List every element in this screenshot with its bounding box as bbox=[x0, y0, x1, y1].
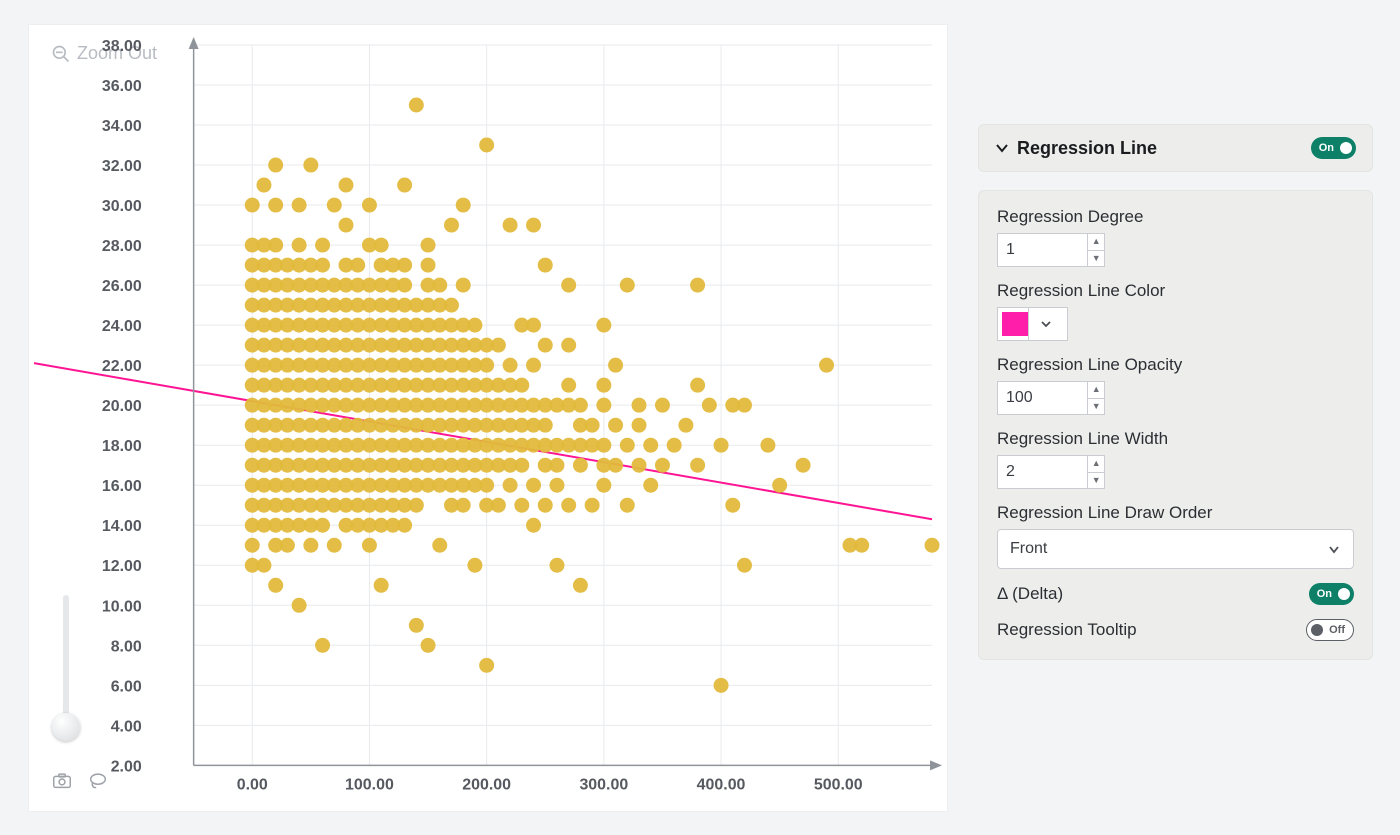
label-color: Regression Line Color bbox=[997, 281, 1354, 301]
svg-text:38.00: 38.00 bbox=[102, 38, 142, 55]
settings-panel: Regression Line On Regression Degree ▲▼ … bbox=[978, 124, 1373, 811]
svg-text:22.00: 22.00 bbox=[102, 358, 142, 375]
field-width: Regression Line Width ▲▼ bbox=[997, 429, 1354, 489]
degree-spinner[interactable]: ▲▼ bbox=[1087, 234, 1104, 266]
label-delta: Δ (Delta) bbox=[997, 584, 1063, 604]
section-body: Regression Degree ▲▼ Regression Line Col… bbox=[978, 190, 1373, 660]
opacity-input[interactable]: ▲▼ bbox=[997, 381, 1105, 415]
svg-text:26.00: 26.00 bbox=[102, 278, 142, 295]
label-degree: Regression Degree bbox=[997, 207, 1354, 227]
regression-master-toggle[interactable]: On bbox=[1311, 137, 1356, 159]
svg-text:34.00: 34.00 bbox=[102, 118, 142, 135]
svg-text:20.00: 20.00 bbox=[102, 398, 142, 415]
zoom-slider[interactable] bbox=[59, 595, 73, 750]
field-delta: Δ (Delta) On bbox=[997, 583, 1354, 605]
label-opacity: Regression Line Opacity bbox=[997, 355, 1354, 375]
slider-track bbox=[63, 595, 69, 725]
width-input[interactable]: ▲▼ bbox=[997, 455, 1105, 489]
svg-text:6.00: 6.00 bbox=[111, 678, 142, 695]
opacity-input-field[interactable] bbox=[998, 382, 1087, 414]
width-spinner[interactable]: ▲▼ bbox=[1087, 456, 1104, 488]
camera-icon[interactable] bbox=[51, 770, 73, 797]
draw-order-value: Front bbox=[1010, 540, 1047, 558]
scatter-plot[interactable]: 2.00 4.00 6.00 8.00 10.00 12.00 14.00 16.00 18.0… bbox=[29, 25, 947, 811]
color-picker[interactable] bbox=[997, 307, 1068, 341]
svg-text:8.00: 8.00 bbox=[111, 638, 142, 655]
svg-text:30.00: 30.00 bbox=[102, 198, 142, 215]
color-swatch bbox=[1002, 312, 1028, 336]
svg-text:28.00: 28.00 bbox=[102, 238, 142, 255]
chevron-down-icon bbox=[995, 141, 1009, 155]
svg-text:100.00: 100.00 bbox=[345, 776, 394, 793]
svg-text:0.00: 0.00 bbox=[237, 776, 268, 793]
field-color: Regression Line Color bbox=[997, 281, 1354, 341]
svg-text:12.00: 12.00 bbox=[102, 558, 142, 575]
svg-text:400.00: 400.00 bbox=[697, 776, 746, 793]
section-header-regression[interactable]: Regression Line On bbox=[978, 124, 1373, 172]
degree-input-field[interactable] bbox=[998, 234, 1087, 266]
svg-text:4.00: 4.00 bbox=[111, 718, 142, 735]
lasso-icon[interactable] bbox=[87, 770, 109, 797]
svg-text:36.00: 36.00 bbox=[102, 78, 142, 95]
chevron-down-icon bbox=[1327, 542, 1341, 556]
field-tooltip: Regression Tooltip Off bbox=[997, 619, 1354, 641]
section-title: Regression Line bbox=[1017, 138, 1157, 159]
svg-text:16.00: 16.00 bbox=[102, 478, 142, 495]
chevron-down-icon bbox=[1040, 318, 1052, 330]
draw-order-select[interactable]: Front bbox=[997, 529, 1354, 569]
svg-text:32.00: 32.00 bbox=[102, 158, 142, 175]
width-input-field[interactable] bbox=[998, 456, 1087, 488]
svg-text:2.00: 2.00 bbox=[111, 758, 142, 775]
label-draw-order: Regression Line Draw Order bbox=[997, 503, 1354, 523]
opacity-spinner[interactable]: ▲▼ bbox=[1087, 382, 1104, 414]
field-draw-order: Regression Line Draw Order Front bbox=[997, 503, 1354, 569]
degree-input[interactable]: ▲▼ bbox=[997, 233, 1105, 267]
label-width: Regression Line Width bbox=[997, 429, 1354, 449]
svg-text:24.00: 24.00 bbox=[102, 318, 142, 335]
svg-text:14.00: 14.00 bbox=[102, 518, 142, 535]
slider-knob[interactable] bbox=[52, 713, 80, 741]
field-opacity: Regression Line Opacity ▲▼ bbox=[997, 355, 1354, 415]
svg-text:10.00: 10.00 bbox=[102, 598, 142, 615]
label-tooltip: Regression Tooltip bbox=[997, 620, 1137, 640]
delta-toggle[interactable]: On bbox=[1309, 583, 1354, 605]
color-dropdown[interactable] bbox=[1029, 312, 1063, 336]
field-degree: Regression Degree ▲▼ bbox=[997, 207, 1354, 267]
tooltip-toggle[interactable]: Off bbox=[1306, 619, 1354, 641]
svg-text:200.00: 200.00 bbox=[462, 776, 511, 793]
scatter-chart-panel: Zoom Out 2.004.006.008.0010.0012.0014.00… bbox=[28, 24, 948, 812]
svg-text:500.00: 500.00 bbox=[814, 776, 863, 793]
svg-text:18.00: 18.00 bbox=[102, 438, 142, 455]
svg-text:300.00: 300.00 bbox=[579, 776, 628, 793]
